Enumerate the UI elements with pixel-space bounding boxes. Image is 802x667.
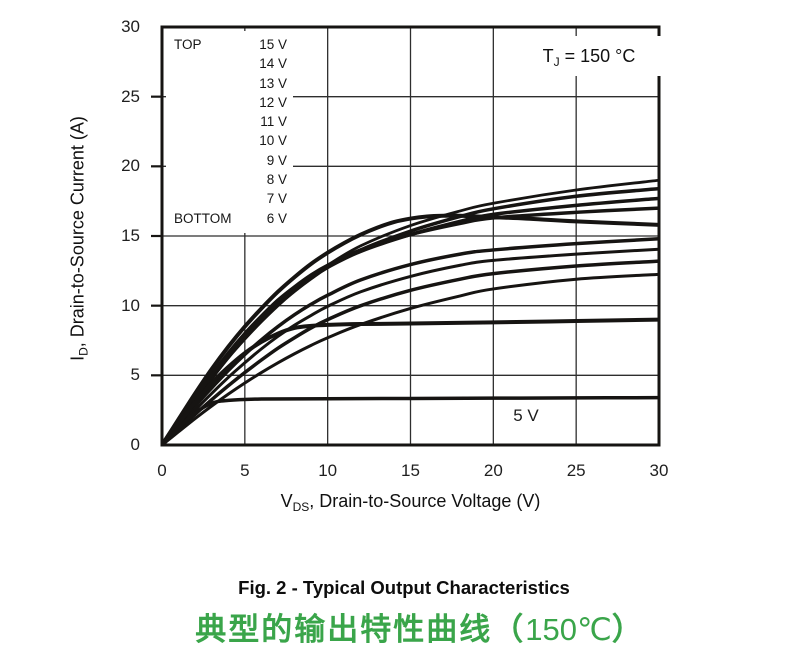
tj-symbol-subscript: J <box>553 55 560 69</box>
legend-voltage-label: 9 V <box>266 152 287 168</box>
curve-vgs-6v <box>162 317 659 445</box>
legend-top-label: TOP <box>174 37 202 52</box>
legend-row: 10 V <box>166 131 293 150</box>
tj-value: = 150 °C <box>559 46 636 66</box>
legend-voltage-label: 15 V <box>259 37 287 52</box>
legend-voltage-label: 10 V <box>259 133 287 149</box>
y-axis-title-text: , Drain-to-Source Current (A) <box>67 116 88 348</box>
legend-voltage-label: 7 V <box>266 191 287 207</box>
chinese-caption-paren-close: ） <box>611 612 645 647</box>
x-tick-label-0: 0 <box>157 461 167 480</box>
legend-row: 9 V <box>166 151 293 170</box>
curve-vgs-8v <box>162 259 659 445</box>
legend-row: 8 V <box>166 170 293 189</box>
x-tick-label-10: 10 <box>318 461 338 480</box>
curve-vgs-10v <box>162 237 659 445</box>
y-tick-label-10: 10 <box>121 295 140 315</box>
x-axis-title: VDS, Drain-to-Source Voltage (V) <box>162 491 659 514</box>
y-tick-label-25: 25 <box>121 86 140 106</box>
legend-voltage-label: 13 V <box>259 75 287 91</box>
figure-caption-english: Fig. 2 - Typical Output Characteristics <box>238 577 570 598</box>
legend-row: 7 V <box>166 189 293 208</box>
legend-voltage-label: 12 V <box>259 94 287 110</box>
legend-row: 12 V <box>166 93 293 112</box>
curve-vgs-9v <box>162 247 659 445</box>
x-tick-label-20: 20 <box>483 461 503 480</box>
curve-vgs-5v <box>162 395 659 445</box>
curve-label-5v: 5 V <box>513 406 539 425</box>
y-tick-label-0: 0 <box>130 435 140 454</box>
legend-voltage-label: 8 V <box>266 172 287 188</box>
legend-row: 14 V <box>166 54 293 73</box>
legend-row: 13 V <box>166 74 293 93</box>
curve-vgs-7v <box>162 272 659 445</box>
legend-row: TOP 15 V <box>166 35 293 54</box>
x-axis-symbol-subscript: DS <box>292 500 310 514</box>
y-tick-label-30: 30 <box>121 17 140 36</box>
x-tick-label-25: 25 <box>566 461 586 480</box>
figure-caption-chinese: 典型的输出特性曲线（150℃） <box>19 604 802 649</box>
curve-vgs-12v <box>162 206 659 445</box>
y-axis-symbol-subscript: D <box>76 347 91 356</box>
legend-voltage-label: 11 V <box>260 114 287 130</box>
legend-row: BOTTOM 6 V <box>166 209 293 228</box>
tj-symbol: T <box>542 46 554 66</box>
curve-vgs-11v <box>162 213 659 445</box>
chinese-caption-text: 典型的输出特性曲线 <box>195 612 493 647</box>
y-tick-label-15: 15 <box>121 226 140 245</box>
legend: TOP 15 V 14 V 13 V 12 V 11 V 10 V 9 V 8 V 7 V BOTT… <box>166 31 293 233</box>
plot-frame <box>160 25 661 447</box>
y-tick-label-20: 20 <box>121 156 140 176</box>
y-tick-label-5: 5 <box>130 365 140 385</box>
y-axis-title: ID, Drain-to-Source Current (A) <box>68 29 91 449</box>
chinese-caption-temperature: 150℃ <box>525 612 612 647</box>
legend-row: 11 V <box>166 112 293 131</box>
x-axis-symbol: V <box>280 491 293 511</box>
legend-voltage-label: 6 V <box>266 210 287 226</box>
legend-bottom-label: BOTTOM <box>174 210 232 226</box>
junction-temperature-annotation: TJ = 150 °C <box>516 36 662 76</box>
chinese-caption-paren-open: （ <box>492 612 526 647</box>
y-axis-symbol: I <box>67 355 88 361</box>
x-tick-label-30: 30 <box>649 461 669 480</box>
x-axis-title-text: , Drain-to-Source Voltage (V) <box>309 491 541 511</box>
legend-voltage-label: 14 V <box>259 56 287 72</box>
x-tick-label-5: 5 <box>240 461 250 480</box>
x-tick-label-15: 15 <box>401 461 420 480</box>
